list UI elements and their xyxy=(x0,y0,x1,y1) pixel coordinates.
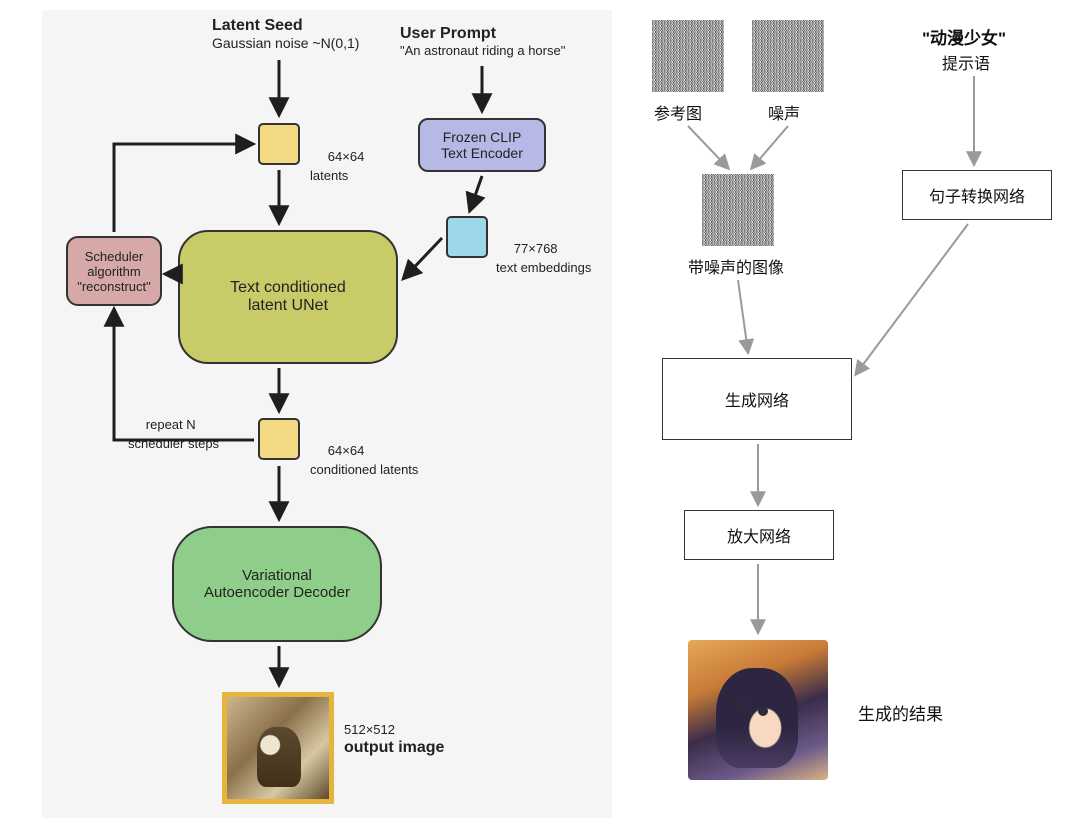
right-arrows xyxy=(632,10,1072,818)
left-diagram: Latent Seed Gaussian noise ~N(0,1) User … xyxy=(42,10,612,818)
left-arrows xyxy=(42,10,612,818)
right-diagram: 参考图 噪声 "动漫少女" 提示语 带噪声的图像 句子转换网络 生成网络 放大网… xyxy=(632,10,1072,818)
